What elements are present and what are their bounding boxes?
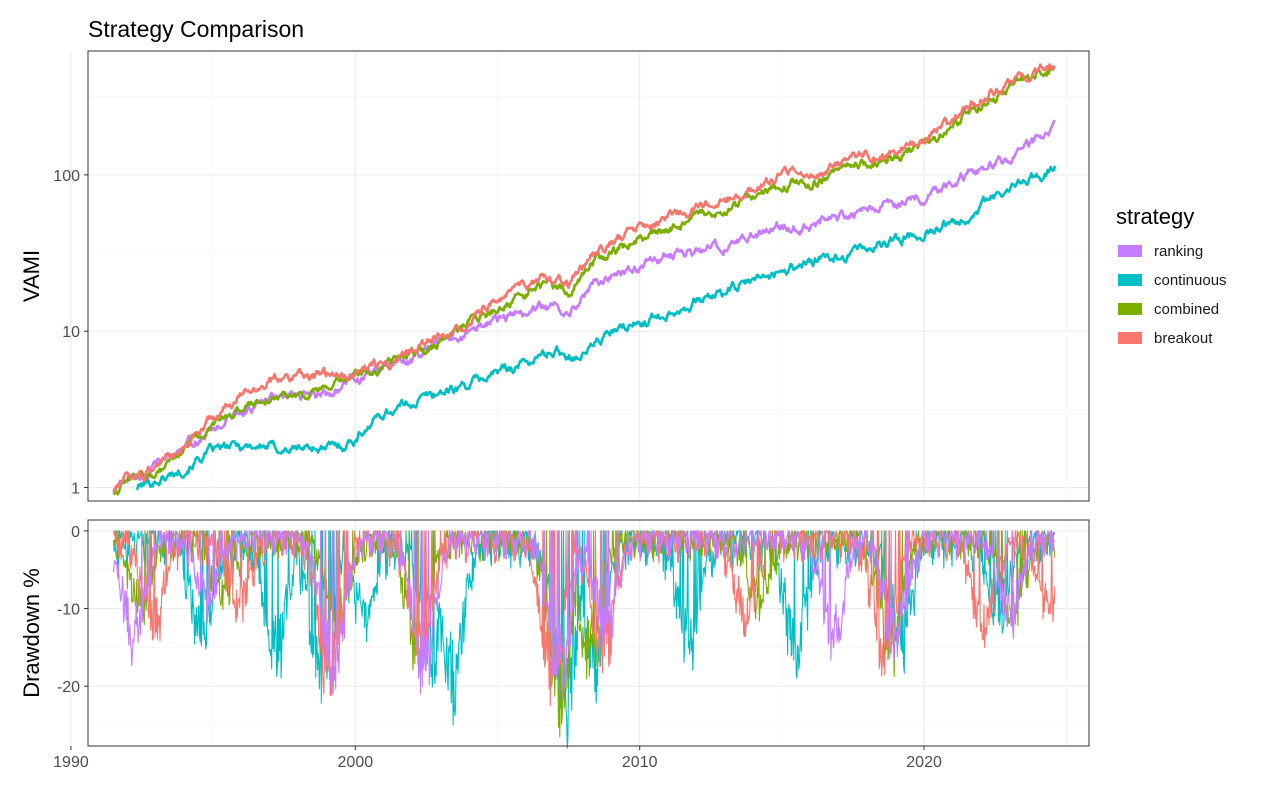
vami-panel-background <box>88 51 1089 501</box>
legend-label-combined: combined <box>1154 301 1219 318</box>
vami-grid <box>70 51 1089 501</box>
drawdown-y-tick-label: -10 <box>57 602 80 619</box>
x-tick-label: 2020 <box>906 754 942 771</box>
legend-key-ranking <box>1118 245 1142 257</box>
vami-y-axis-title: VAMI <box>19 250 44 302</box>
drawdown-y-axis-title: Drawdown % <box>19 568 44 698</box>
x-tick-label: 2010 <box>622 754 658 771</box>
legend-label-continuous: continuous <box>1154 272 1227 289</box>
vami-y-tick-label: 10 <box>62 324 80 341</box>
drawdown-y-tick-label: 0 <box>71 524 80 541</box>
vami-line-breakout <box>112 63 1056 494</box>
vami-y-axis: 1 10 100 <box>53 168 88 498</box>
legend-label-breakout: breakout <box>1154 330 1213 347</box>
vami-line-combined <box>112 65 1056 496</box>
x-tick-label: 1990 <box>53 754 89 771</box>
x-tick-label: 2000 <box>338 754 374 771</box>
drawdown-y-tick-label: -20 <box>57 679 80 696</box>
vami-line-ranking <box>112 119 1056 493</box>
legend: strategy ranking continuous combined breako… <box>1116 204 1227 347</box>
vami-y-tick-label: 100 <box>53 168 80 185</box>
legend-key-breakout <box>1118 332 1142 344</box>
x-axis: 1990 2000 2010 2020 <box>53 746 942 771</box>
vami-panel-border <box>87 50 1090 502</box>
drawdown-y-axis: 0 -10 -20 <box>57 524 88 696</box>
vami-series-lines <box>112 63 1057 496</box>
legend-key-combined <box>1118 303 1142 315</box>
drawdown-line-ranking <box>113 530 1055 701</box>
legend-title: strategy <box>1116 204 1194 229</box>
legend-key-continuous <box>1118 274 1142 286</box>
vami-y-tick-label: 1 <box>71 481 80 498</box>
drawdown-panel: 0 -10 -20 1990 2000 2010 2020 <box>53 519 1090 771</box>
vami-panel: 1 10 100 <box>53 50 1090 502</box>
drawdown-series-lines <box>113 530 1056 749</box>
drawdown-panel-border <box>87 519 1090 747</box>
chart-title: Strategy Comparison <box>88 16 304 42</box>
legend-label-ranking: ranking <box>1154 243 1203 260</box>
vami-line-continuous <box>136 165 1057 491</box>
